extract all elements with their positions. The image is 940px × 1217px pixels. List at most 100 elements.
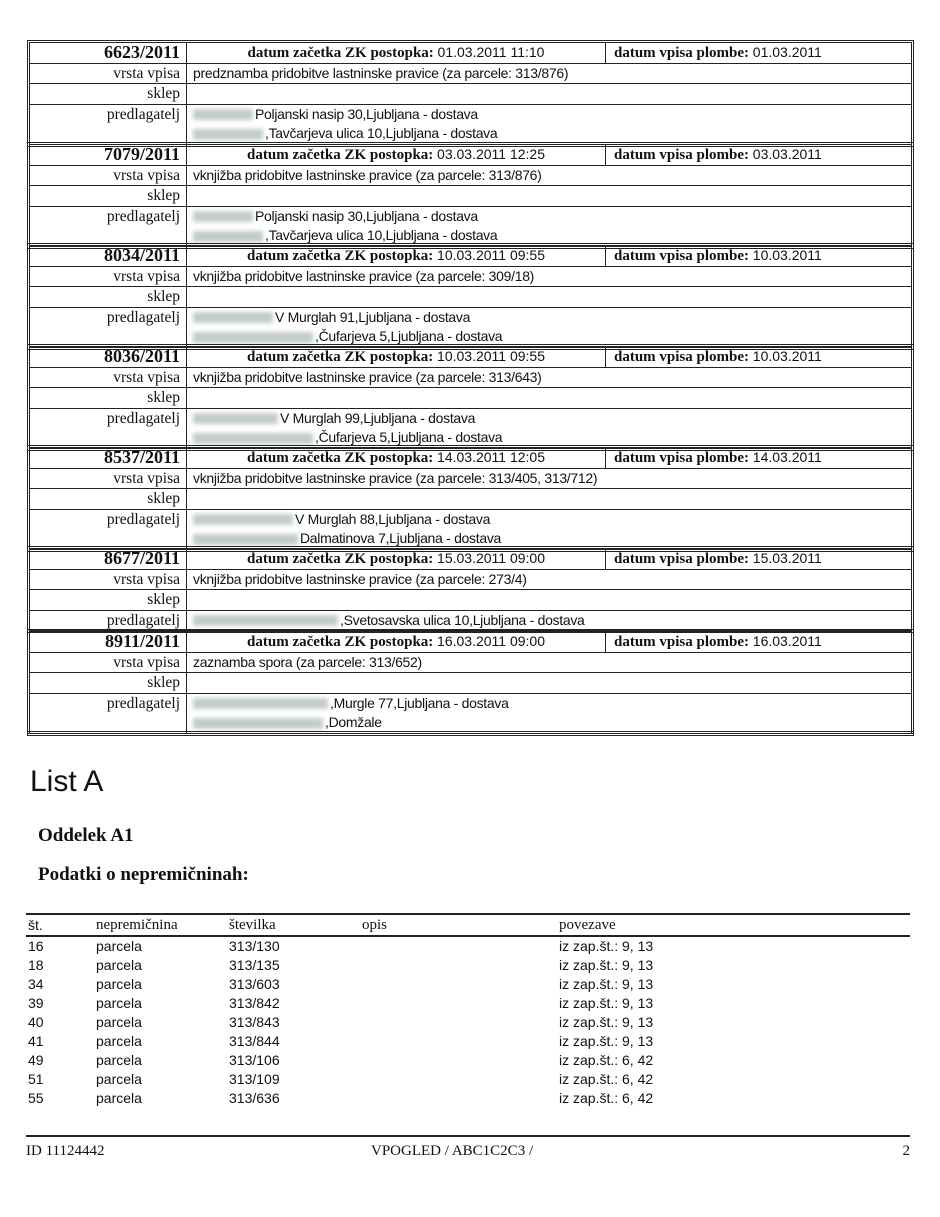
decision-row: sklep <box>30 489 911 510</box>
start-label: datum začetka ZK postopka: <box>247 248 434 264</box>
applicant-row: predlagatelj V Murglah 88,Ljubljana - dos… <box>30 509 911 529</box>
cell: parcela <box>96 976 142 992</box>
footer-path: VPOGLED / ABC1C2C3 / <box>371 1143 534 1159</box>
cell: parcela <box>96 1090 142 1106</box>
entry-header: 8911/2011 datum začetka ZK postopka: 16.… <box>30 631 911 653</box>
type-value: vknjižba pridobitve lastninske pravice (… <box>193 469 598 486</box>
seal-value: 15.03.2011 <box>752 550 822 566</box>
decision-value <box>187 287 911 307</box>
applicant-address: ,Čufarjeva 5,Ljubljana - dostava <box>315 429 503 445</box>
cell: 313/603 <box>229 976 280 992</box>
table-row: 55 parcela 313/636 iz zap.št.: 6, 42 <box>26 1089 910 1108</box>
cell: 313/636 <box>229 1090 280 1106</box>
cell <box>362 1013 559 1032</box>
applicant-label: predlagatelj <box>30 693 187 713</box>
applicant: V Murglah 91,Ljubljana - dostava <box>187 308 911 328</box>
applicant: ,Murgle 77,Ljubljana - dostava <box>187 694 911 714</box>
type-value: vknjižba pridobitve lastninske pravice (… <box>193 166 542 183</box>
start-date: datum začetka ZK postopka: 16.03.2011 09… <box>187 632 606 652</box>
cell: 39 <box>28 995 44 1011</box>
applicant-label: predlagatelj <box>30 509 187 529</box>
applicant-address: Poljanski nasip 30,Ljubljana - dostava <box>255 207 478 224</box>
redacted-name <box>193 230 263 242</box>
section-title: List A <box>30 765 104 798</box>
cell <box>362 975 559 994</box>
entry-number: 8034/2011 <box>30 245 187 266</box>
redacted-name <box>193 615 338 627</box>
header-nepremicnina: nepremičnina <box>96 917 178 933</box>
applicant-row: predlagatelj ,Svetosavska ulica 10,Ljublj… <box>30 610 911 630</box>
type-label: vrsta vpisa <box>30 367 187 387</box>
entry-number: 8036/2011 <box>30 346 187 367</box>
type-label: vrsta vpisa <box>30 652 187 672</box>
decision-value <box>187 388 911 408</box>
type-value: vknjižba pridobitve lastninske pravice (… <box>193 368 542 385</box>
cell: 49 <box>28 1052 44 1068</box>
applicant-row: ,Tavčarjeva ulica 10,Ljubljana - dostava <box>30 124 911 144</box>
decision-label: sklep <box>30 186 187 206</box>
applicant-address: ,Tavčarjeva ulica 10,Ljubljana - dostava <box>265 125 498 141</box>
start-value: 15.03.2011 09:00 <box>437 550 545 566</box>
seal-label: datum vpisa plombe: <box>614 147 750 163</box>
applicant-label: predlagatelj <box>30 408 187 428</box>
start-value: 14.03.2011 12:05 <box>437 449 545 465</box>
applicant: ,Čufarjeva 5,Ljubljana - dostava <box>187 327 911 347</box>
entry: 8036/2011 datum začetka ZK postopka: 10.… <box>27 344 914 451</box>
applicant: V Murglah 99,Ljubljana - dostava <box>187 409 911 429</box>
applicant-address: V Murglah 88,Ljubljana - dostava <box>295 510 491 527</box>
subsection-title: Podatki o nepremičninah: <box>38 864 249 885</box>
seal-label: datum vpisa plombe: <box>614 450 750 466</box>
redacted-name <box>193 514 293 526</box>
header-stevilka: številka <box>229 917 276 933</box>
cell: 313/844 <box>229 1033 280 1049</box>
cell: 55 <box>28 1090 44 1106</box>
table-row: 49 parcela 313/106 iz zap.št.: 6, 42 <box>26 1051 910 1070</box>
entry: 7079/2011 datum začetka ZK postopka: 03.… <box>27 142 914 249</box>
table-row: 51 parcela 313/109 iz zap.št.: 6, 42 <box>26 1070 910 1089</box>
start-date: datum začetka ZK postopka: 14.03.2011 12… <box>187 448 606 468</box>
cell: 313/130 <box>229 938 280 954</box>
start-date: datum začetka ZK postopka: 03.03.2011 12… <box>187 145 606 165</box>
cell: parcela <box>96 957 142 973</box>
applicant-row: predlagatelj V Murglah 99,Ljubljana - dos… <box>30 408 911 429</box>
start-label: datum začetka ZK postopka: <box>247 349 434 365</box>
applicant-address: ,Domžale <box>325 714 382 730</box>
cell: 313/106 <box>229 1052 280 1068</box>
cell <box>362 1070 559 1089</box>
header-povezave: povezave <box>559 917 616 933</box>
entry-number: 7079/2011 <box>30 144 187 165</box>
cell: iz zap.št.: 9, 13 <box>559 995 654 1011</box>
entry-number: 8537/2011 <box>30 447 187 468</box>
cell: parcela <box>96 1052 142 1068</box>
cell: iz zap.št.: 9, 13 <box>559 976 654 992</box>
applicant-row: ,Čufarjeva 5,Ljubljana - dostava <box>30 327 911 347</box>
decision-value <box>187 673 911 693</box>
applicant-row: ,Domžale <box>30 713 911 733</box>
seal-date: datum vpisa plombe: 15.03.2011 <box>606 549 911 569</box>
decision-value <box>187 84 911 104</box>
cell: iz zap.št.: 6, 42 <box>559 1052 654 1068</box>
applicant: ,Domžale <box>187 713 911 733</box>
seal-value: 01.03.2011 <box>752 44 822 60</box>
cell: iz zap.št.: 6, 42 <box>559 1071 654 1087</box>
seal-label: datum vpisa plombe: <box>614 45 750 61</box>
seal-date: datum vpisa plombe: 14.03.2011 <box>606 448 911 468</box>
seal-value: 03.03.2011 <box>752 146 822 162</box>
applicant-address: V Murglah 99,Ljubljana - dostava <box>280 409 476 426</box>
page-number: 2 <box>902 1143 911 1159</box>
applicant-address: ,Murgle 77,Ljubljana - dostava <box>330 694 509 711</box>
applicant-label: predlagatelj <box>30 206 187 226</box>
seal-date: datum vpisa plombe: 16.03.2011 <box>606 632 911 652</box>
decision-row: sklep <box>30 287 911 308</box>
seal-label: datum vpisa plombe: <box>614 634 750 650</box>
cell: iz zap.št.: 9, 13 <box>559 1033 654 1049</box>
applicant-address: ,Tavčarjeva ulica 10,Ljubljana - dostava <box>265 227 498 243</box>
applicant-row: ,Tavčarjeva ulica 10,Ljubljana - dostava <box>30 226 911 246</box>
start-date: datum začetka ZK postopka: 10.03.2011 09… <box>187 347 606 367</box>
entry-header: 8677/2011 datum začetka ZK postopka: 15.… <box>30 548 911 570</box>
division-title: Oddelek A1 <box>38 825 134 846</box>
entry-header: 6623/2011 datum začetka ZK postopka: 01.… <box>30 42 911 64</box>
applicant: ,Tavčarjeva ulica 10,Ljubljana - dostava <box>187 226 911 246</box>
entry-header: 8034/2011 datum začetka ZK postopka: 10.… <box>30 245 911 267</box>
entry: 8034/2011 datum začetka ZK postopka: 10.… <box>27 243 914 350</box>
